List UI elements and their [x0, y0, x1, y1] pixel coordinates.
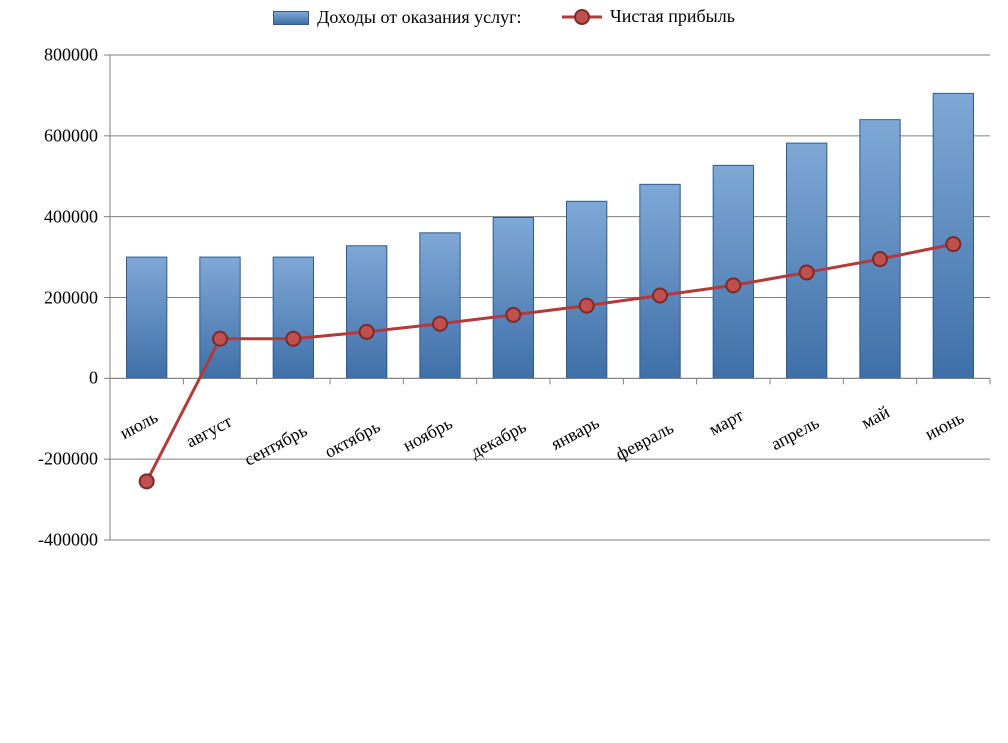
legend-swatch-line — [562, 9, 602, 25]
y-tick-label: 200000 — [44, 287, 98, 308]
y-tick-label: -400000 — [38, 530, 98, 551]
legend-swatch-bar — [273, 11, 309, 25]
legend-item-bars: Доходы от оказания услуг: — [273, 7, 521, 28]
legend-label-bars: Доходы от оказания услуг: — [317, 7, 521, 28]
legend-item-line: Чистая прибыль — [562, 6, 735, 27]
y-tick-label: -200000 — [38, 449, 98, 470]
y-tick-label: 600000 — [44, 125, 98, 146]
y-tick-label: 0 — [89, 368, 98, 389]
chart-container: Доходы от оказания услуг: Чистая прибыль… — [0, 0, 1008, 743]
y-tick-label: 800000 — [44, 45, 98, 66]
chart-svg — [0, 0, 1008, 743]
y-tick-label: 400000 — [44, 206, 98, 227]
legend-label-line: Чистая прибыль — [610, 6, 735, 27]
chart-legend: Доходы от оказания услуг: Чистая прибыль — [0, 6, 1008, 30]
